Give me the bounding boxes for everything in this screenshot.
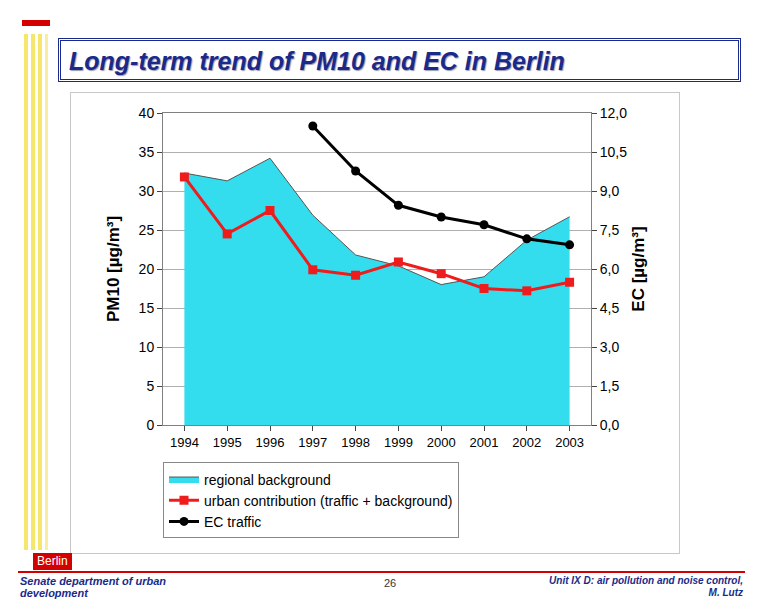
svg-text:1,5: 1,5: [600, 378, 620, 394]
svg-text:3,0: 3,0: [600, 339, 620, 355]
html-text:M. Lutz: M. Lutz: [708, 587, 743, 598]
svg-text:0,0: 0,0: [600, 417, 620, 433]
svg-text:urban contribution (traffic +: urban contribution (traffic + background…: [204, 493, 452, 509]
svg-text:2002: 2002: [512, 435, 541, 450]
svg-text:12,0: 12,0: [600, 105, 627, 121]
svg-text:EC traffic: EC traffic: [204, 514, 261, 530]
svg-text:2000: 2000: [427, 435, 456, 450]
svg-text:4,5: 4,5: [600, 300, 620, 316]
svg-text:7,5: 7,5: [600, 222, 620, 238]
svg-text:6,0: 6,0: [600, 261, 620, 277]
html-text:26: 26: [383, 577, 397, 589]
svg-text:10,5: 10,5: [600, 144, 627, 160]
svg-text:35: 35: [139, 144, 155, 160]
svg-text:40: 40: [139, 105, 155, 121]
html-text:Unit IX D: air pollution and n: Unit IX D: air pollution and noise contr…: [549, 575, 743, 586]
svg-text:1994: 1994: [170, 435, 199, 450]
html-text:Berlin: Berlin: [37, 554, 68, 568]
svg-text:1998: 1998: [341, 435, 370, 450]
svg-text:1995: 1995: [213, 435, 242, 450]
svg-text:9,0: 9,0: [600, 183, 620, 199]
svg-text:1996: 1996: [256, 435, 285, 450]
html-text:Senate department of urban dev: Senate department of urban development: [20, 575, 167, 599]
svg-text:15: 15: [139, 300, 155, 316]
svg-text:1997: 1997: [298, 435, 327, 450]
svg-text:20: 20: [139, 261, 155, 277]
svg-text:2001: 2001: [470, 435, 499, 450]
svg-text:regional background: regional background: [204, 472, 331, 488]
svg-text:25: 25: [139, 222, 155, 238]
svg-text:1999: 1999: [384, 435, 413, 450]
svg-text:EC [µg/m³]: EC [µg/m³]: [629, 226, 648, 311]
svg-text:30: 30: [139, 183, 155, 199]
html-text:Long-term trend of PM10 and EC: Long-term trend of PM10 and EC in Berlin: [69, 47, 565, 75]
svg-text:0: 0: [146, 417, 154, 433]
svg-text:PM10 [µg/m³]: PM10 [µg/m³]: [104, 216, 123, 322]
svg-text:10: 10: [139, 339, 155, 355]
svg-text:2003: 2003: [555, 435, 584, 450]
svg-text:5: 5: [146, 378, 154, 394]
